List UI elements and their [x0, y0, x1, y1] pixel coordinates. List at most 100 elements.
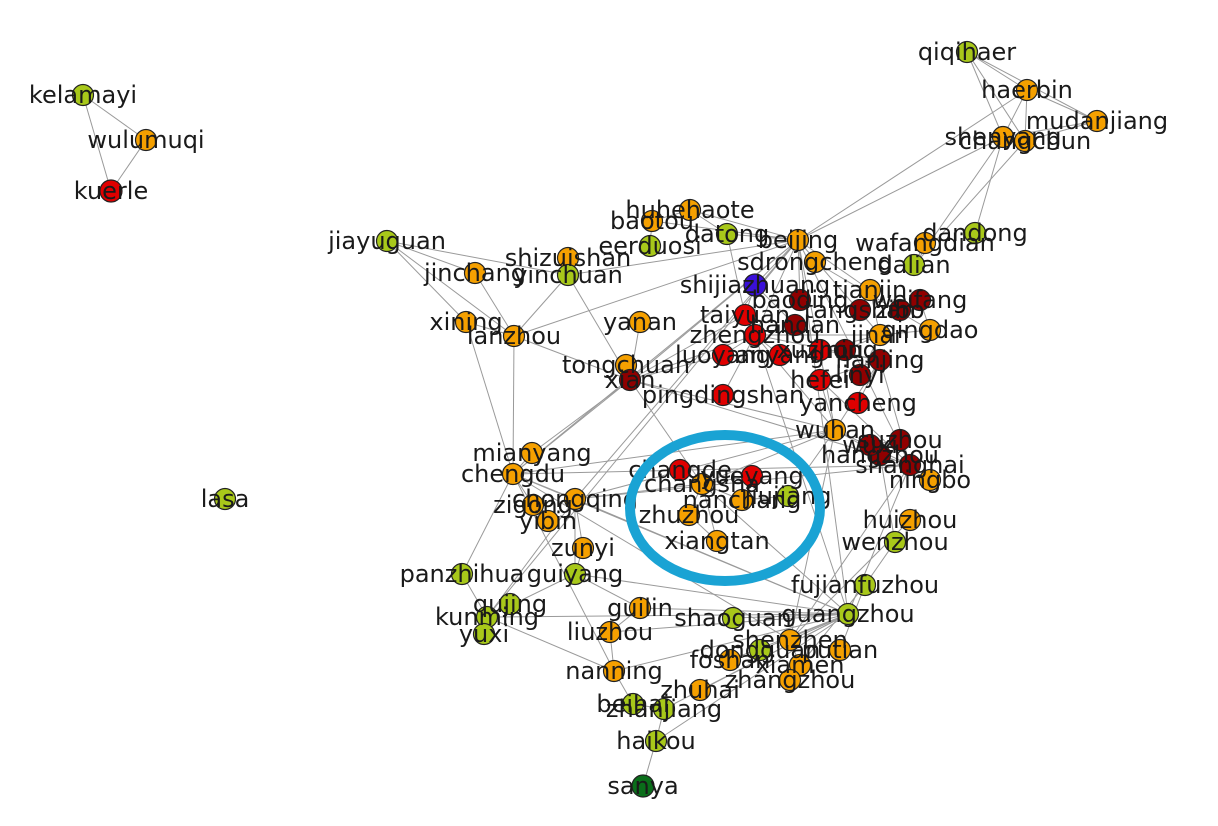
node-jiujiang[interactable] — [776, 484, 800, 508]
node-suzhou[interactable] — [888, 428, 912, 452]
node-label-chongqing: chongqing — [512, 485, 638, 513]
node-yancheng[interactable] — [846, 391, 870, 415]
node-haikou[interactable] — [644, 729, 668, 753]
node-chengdu[interactable] — [501, 462, 525, 486]
node-mianyang[interactable] — [520, 441, 544, 465]
node-wuxi[interactable] — [858, 433, 882, 457]
node-qiqihaer[interactable] — [955, 40, 979, 64]
node-shijiazhuang[interactable] — [743, 273, 767, 297]
node-zhanjiang[interactable] — [652, 697, 676, 721]
node-baotou[interactable] — [640, 209, 664, 233]
node-dongguan[interactable] — [748, 638, 772, 662]
node-zhuhai[interactable] — [688, 678, 712, 702]
node-yanan[interactable] — [628, 310, 652, 334]
node-label-eerduosi: eerduosi — [598, 232, 701, 260]
node-label-ningbo: ningbo — [889, 466, 971, 494]
node-anyang[interactable] — [768, 343, 792, 367]
node-baoding[interactable] — [788, 288, 812, 312]
node-label-yinchuan: yinchuan — [513, 261, 623, 289]
node-zibo[interactable] — [888, 298, 912, 322]
node-guilin[interactable] — [628, 596, 652, 620]
node-dalian[interactable] — [902, 253, 926, 277]
node-jining[interactable] — [833, 338, 857, 362]
node-label-nanjing: nanjing — [836, 346, 925, 374]
node-kuerle[interactable] — [99, 179, 123, 203]
node-zunyi[interactable] — [571, 536, 595, 560]
node-taiyuan[interactable] — [733, 303, 757, 327]
node-handan[interactable] — [783, 313, 807, 337]
node-zigong[interactable] — [521, 493, 545, 517]
node-sdrongcheng[interactable] — [803, 250, 827, 274]
node-shenzhen[interactable] — [778, 628, 802, 652]
node-weifang[interactable] — [908, 288, 932, 312]
node-dandong[interactable] — [963, 221, 987, 245]
node-label-xiamen: xiamen — [756, 651, 845, 679]
node-huhehaote[interactable] — [678, 198, 702, 222]
node-fujianfuzhou[interactable] — [853, 573, 877, 597]
node-yueyang[interactable] — [740, 464, 764, 488]
node-wulumuqi[interactable] — [134, 128, 158, 152]
node-huizhou[interactable] — [898, 508, 922, 532]
node-foshan[interactable] — [718, 648, 742, 672]
node-changchun[interactable] — [1013, 129, 1037, 153]
node-chongqing[interactable] — [563, 487, 587, 511]
node-panzhihua[interactable] — [450, 562, 474, 586]
edge-panzhihua-chengdu — [461, 473, 514, 575]
node-label-wuhan: wuhan — [795, 416, 875, 444]
node-nanjing[interactable] — [868, 348, 892, 372]
node-zhangzhou[interactable] — [778, 668, 802, 692]
node-eerduosi[interactable] — [638, 234, 662, 258]
node-hefei[interactable] — [808, 368, 832, 392]
node-yuxi[interactable] — [472, 622, 496, 646]
node-yinchuan[interactable] — [556, 263, 580, 287]
node-label-wuxi: wuxi — [842, 431, 898, 459]
node-pingdingshan[interactable] — [711, 383, 735, 407]
node-sanya[interactable] — [631, 774, 655, 798]
node-guangzhou[interactable] — [836, 602, 860, 626]
node-datong[interactable] — [715, 222, 739, 246]
edge-beijing-zhengzhou — [754, 239, 799, 336]
node-changde[interactable] — [668, 458, 692, 482]
node-tianjin[interactable] — [858, 278, 882, 302]
node-label-shijiazhuang: shijiazhuang — [680, 271, 831, 299]
node-xining[interactable] — [454, 310, 478, 334]
node-lanzhou[interactable] — [502, 324, 526, 348]
node-nanchang[interactable] — [730, 488, 754, 512]
node-linyi[interactable] — [848, 363, 872, 387]
node-shenyang[interactable] — [991, 125, 1015, 149]
node-xian[interactable] — [618, 368, 642, 392]
node-wenzhou[interactable] — [883, 530, 907, 554]
node-nanning[interactable] — [602, 659, 626, 683]
node-jinchang[interactable] — [463, 261, 487, 285]
node-wafangdian[interactable] — [913, 231, 937, 255]
node-luoyang[interactable] — [711, 343, 735, 367]
node-guiyang[interactable] — [563, 562, 587, 586]
node-label-zhuzhou: zhuzhou — [639, 501, 740, 529]
node-tangshan[interactable] — [848, 298, 872, 322]
node-mudanjiang[interactable] — [1085, 109, 1109, 133]
edge-guiyang-guangzhou — [574, 573, 849, 615]
node-beijing[interactable] — [786, 228, 810, 252]
node-xuzhou[interactable] — [808, 338, 832, 362]
node-changsha[interactable] — [690, 472, 714, 496]
node-putian[interactable] — [828, 638, 852, 662]
node-kelamayi[interactable] — [71, 83, 95, 107]
node-shanghai[interactable] — [898, 453, 922, 477]
node-jinan[interactable] — [868, 323, 892, 347]
node-haerbin[interactable] — [1015, 78, 1039, 102]
node-xiangtan[interactable] — [705, 529, 729, 553]
node-label-shanghai: shanghai — [855, 451, 964, 479]
node-zhuzhou[interactable] — [677, 503, 701, 527]
node-shaoguan[interactable] — [721, 606, 745, 630]
node-label-weifang: weifang — [873, 286, 968, 314]
node-qingdao[interactable] — [918, 318, 942, 342]
node-zhengzhou[interactable] — [743, 323, 767, 347]
node-qujing[interactable] — [498, 592, 522, 616]
node-liuzhou[interactable] — [598, 620, 622, 644]
node-beihai[interactable] — [621, 692, 645, 716]
node-ningbo[interactable] — [918, 468, 942, 492]
node-wuhan[interactable] — [823, 418, 847, 442]
node-lasa[interactable] — [213, 487, 237, 511]
node-jiayuguan[interactable] — [375, 229, 399, 253]
node-yibin[interactable] — [536, 509, 560, 533]
